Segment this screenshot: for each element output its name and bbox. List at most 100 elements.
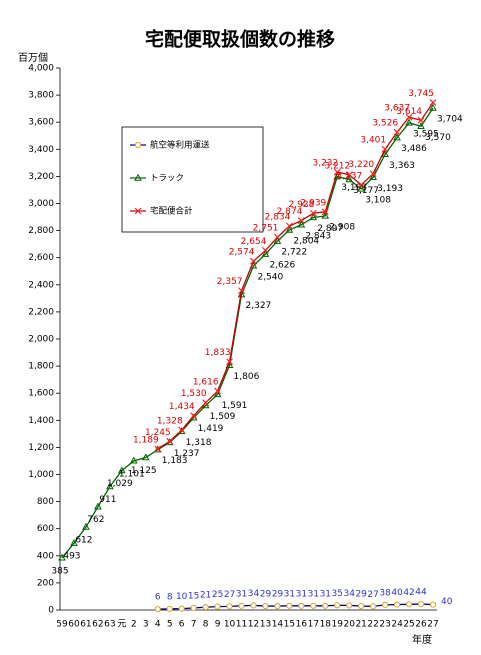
x-tick-label: 23 bbox=[379, 620, 390, 630]
data-point bbox=[190, 412, 198, 420]
x-tick-label: 12 bbox=[248, 620, 259, 630]
x-tick-label: 24 bbox=[391, 620, 403, 630]
data-point bbox=[94, 502, 102, 510]
legend-label: 宅配便合計 bbox=[150, 206, 193, 217]
data-label: 40 bbox=[391, 588, 403, 598]
data-label: 2,834 bbox=[265, 212, 291, 222]
data-label: 3,212 bbox=[324, 161, 350, 171]
data-label: 1,237 bbox=[174, 449, 200, 459]
data-label: 3,526 bbox=[372, 119, 398, 129]
data-label: 29 bbox=[355, 590, 367, 600]
x-tick-label: 63 bbox=[104, 620, 115, 630]
data-label: 3,220 bbox=[348, 160, 374, 170]
y-tick-label: 1,000 bbox=[28, 470, 54, 480]
data-point bbox=[346, 602, 353, 609]
data-point bbox=[297, 220, 306, 228]
x-tick-label: 27 bbox=[427, 620, 438, 630]
data-label: 34 bbox=[343, 589, 355, 599]
data-point bbox=[117, 466, 126, 474]
data-label: 2,908 bbox=[329, 222, 355, 232]
data-label: 31 bbox=[296, 589, 307, 599]
data-point bbox=[273, 233, 281, 241]
data-point bbox=[429, 99, 437, 106]
x-tick-label: 11 bbox=[236, 620, 247, 630]
data-label: 1,806 bbox=[234, 372, 260, 382]
data-label: 31 bbox=[284, 589, 295, 599]
data-label: 3,570 bbox=[425, 133, 451, 143]
data-point bbox=[82, 522, 90, 530]
data-point bbox=[321, 211, 330, 219]
data-label: 29 bbox=[272, 590, 284, 600]
x-tick-label: 61 bbox=[80, 620, 91, 630]
data-label: 1,125 bbox=[131, 466, 157, 476]
data-point bbox=[358, 602, 365, 610]
data-point bbox=[309, 213, 318, 221]
data-point bbox=[190, 604, 197, 612]
data-point bbox=[333, 168, 341, 176]
data-point bbox=[369, 173, 378, 181]
data-point bbox=[429, 103, 437, 111]
data-point bbox=[357, 181, 365, 189]
x-tick-label: 元 bbox=[117, 620, 126, 630]
data-point bbox=[274, 602, 281, 610]
data-label: 612 bbox=[75, 536, 92, 546]
data-label: 2,626 bbox=[269, 261, 295, 271]
x-tick-label: 25 bbox=[403, 620, 414, 630]
data-label: 34 bbox=[248, 589, 260, 599]
data-label: 1,328 bbox=[157, 417, 183, 427]
data-label: 2,843 bbox=[305, 231, 331, 241]
data-label: 10 bbox=[176, 592, 188, 602]
y-tick-label: 1,200 bbox=[28, 443, 54, 453]
x-tick-label: 21 bbox=[355, 620, 366, 630]
x-tick-label: 22 bbox=[367, 620, 378, 630]
data-point bbox=[237, 290, 246, 298]
data-point bbox=[202, 399, 210, 407]
y-tick-label: 600 bbox=[37, 524, 54, 534]
data-point bbox=[261, 249, 270, 257]
x-tick-label: 16 bbox=[296, 620, 308, 630]
data-point bbox=[141, 453, 150, 461]
data-point bbox=[154, 445, 162, 453]
data-point bbox=[226, 603, 233, 610]
data-label: 911 bbox=[99, 495, 116, 505]
data-point bbox=[226, 358, 233, 366]
data-label: 1,591 bbox=[222, 401, 248, 411]
data-point bbox=[213, 390, 222, 398]
data-label: 42 bbox=[403, 588, 414, 598]
data-point bbox=[334, 602, 341, 609]
data-label: 1,029 bbox=[107, 479, 133, 489]
data-point bbox=[309, 209, 317, 217]
data-point bbox=[298, 602, 305, 609]
data-label: 44 bbox=[415, 588, 427, 598]
y-tick-label: 2,200 bbox=[28, 307, 54, 317]
x-tick-label: 6 bbox=[179, 620, 185, 630]
legend-label: 航空等利用運送 bbox=[150, 140, 210, 151]
data-label: 2,327 bbox=[246, 301, 272, 311]
data-label: 3,704 bbox=[437, 115, 463, 125]
data-label: 15 bbox=[188, 591, 199, 601]
data-label: 3,232 bbox=[312, 159, 338, 169]
data-point bbox=[357, 184, 366, 192]
x-tick-label: 9 bbox=[215, 620, 221, 630]
data-point bbox=[214, 387, 222, 395]
data-label: 31 bbox=[236, 589, 247, 599]
x-tick-label: 5 bbox=[167, 620, 173, 630]
legend-marker bbox=[134, 173, 142, 181]
data-label: 2,540 bbox=[257, 272, 283, 282]
data-label: 2,751 bbox=[253, 224, 279, 234]
x-tick-label: 20 bbox=[343, 620, 355, 630]
x-tick-label: 7 bbox=[191, 620, 197, 630]
data-point bbox=[429, 601, 437, 608]
x-tick-label: 3 bbox=[143, 620, 149, 630]
data-point bbox=[310, 602, 317, 609]
x-tick-label: 26 bbox=[415, 620, 427, 630]
data-label: 3,486 bbox=[401, 144, 427, 154]
data-point bbox=[238, 602, 245, 609]
data-point bbox=[405, 118, 413, 126]
data-label: 3,595 bbox=[413, 129, 439, 139]
x-tick-label: 8 bbox=[203, 620, 209, 630]
data-point bbox=[285, 222, 293, 230]
x-tick-label: 18 bbox=[320, 620, 332, 630]
data-point bbox=[250, 257, 257, 265]
data-label: 3,137 bbox=[336, 171, 362, 181]
